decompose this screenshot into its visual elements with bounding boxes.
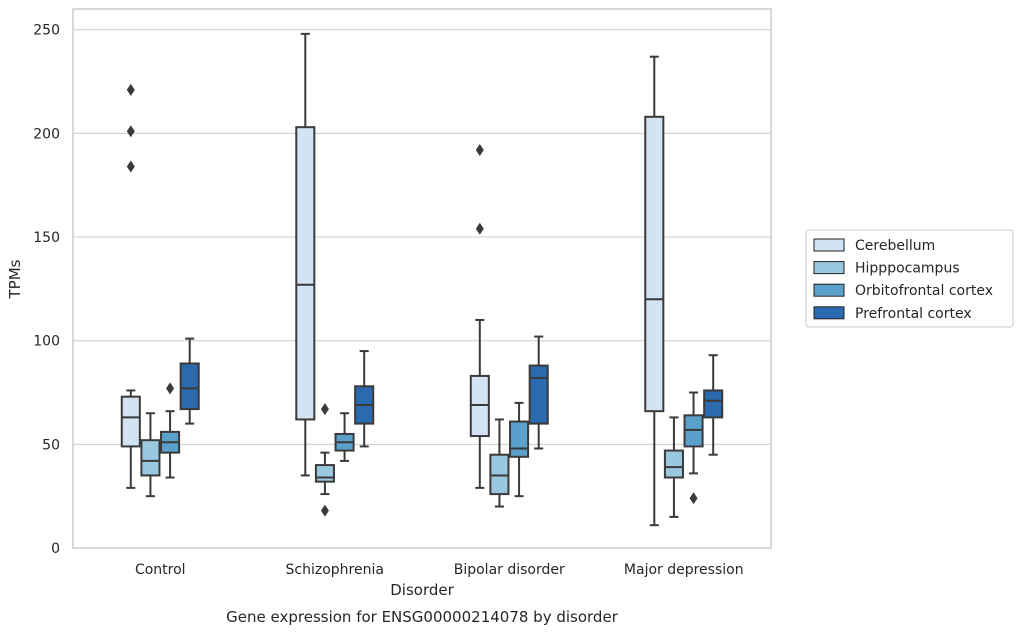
box-group bbox=[469, 143, 490, 489]
box-group bbox=[314, 403, 335, 517]
y-tick-label: 200 bbox=[33, 126, 60, 142]
legend-swatch bbox=[813, 238, 845, 252]
outlier-point bbox=[126, 160, 135, 173]
y-axis-label: TPMs bbox=[6, 259, 24, 299]
outlier-point bbox=[126, 83, 135, 96]
outlier-point bbox=[475, 143, 484, 156]
x-axis-label: Disorder bbox=[390, 581, 454, 599]
box-iqr bbox=[295, 126, 316, 421]
box-iqr bbox=[509, 420, 530, 458]
outlier-point bbox=[320, 403, 329, 416]
box-iqr bbox=[663, 449, 684, 479]
box-group bbox=[140, 412, 161, 498]
legend: Cerebellum Hipppocampus Orbitofrontal cort… bbox=[805, 229, 1014, 328]
box-iqr bbox=[683, 414, 704, 448]
box-iqr bbox=[179, 362, 200, 411]
box-group bbox=[703, 354, 724, 456]
box-group bbox=[120, 83, 141, 489]
legend-label: Prefrontal cortex bbox=[855, 306, 972, 322]
legend-swatch bbox=[813, 306, 845, 320]
box-group bbox=[663, 416, 684, 518]
box-group bbox=[528, 335, 549, 450]
boxes bbox=[120, 32, 724, 527]
box-group bbox=[354, 350, 375, 448]
x-tick-label: Control bbox=[135, 562, 186, 578]
x-tick-label: Schizophrenia bbox=[286, 562, 384, 578]
y-tick-label: 0 bbox=[51, 541, 60, 557]
box-iqr bbox=[140, 439, 161, 477]
x-tick-label: Bipolar disorder bbox=[454, 562, 565, 578]
outlier-point bbox=[689, 492, 698, 505]
outlier-point bbox=[126, 125, 135, 138]
box-group bbox=[179, 337, 200, 425]
legend-label: Hipppocampus bbox=[855, 261, 960, 277]
chart-caption: Gene expression for ENSG00000214078 by d… bbox=[226, 608, 619, 626]
y-tick-label: 50 bbox=[42, 437, 60, 453]
box-group bbox=[683, 391, 704, 505]
box-group bbox=[295, 32, 316, 477]
legend-label: Cerebellum bbox=[855, 238, 935, 254]
plot-area-frame bbox=[72, 8, 772, 549]
box-iqr bbox=[314, 464, 335, 483]
x-tick-label: Major depression bbox=[624, 562, 744, 578]
legend-label: Orbitofrontal cortex bbox=[855, 283, 993, 299]
y-tick-label: 150 bbox=[33, 230, 60, 246]
legend-frame bbox=[805, 229, 1014, 328]
legend-swatch bbox=[813, 261, 845, 275]
box-iqr bbox=[120, 395, 141, 448]
box-group bbox=[509, 401, 530, 498]
legend-swatch bbox=[813, 283, 845, 297]
y-tick-label: 100 bbox=[33, 334, 60, 350]
box-iqr bbox=[489, 453, 510, 496]
y-axis-ticks: 0 50 100 150 200 250 bbox=[33, 23, 60, 557]
gridlines bbox=[73, 29, 771, 445]
x-axis-ticks: Control Schizophrenia Bipolar disorder Majo… bbox=[135, 562, 744, 578]
box-group bbox=[334, 412, 355, 462]
box-group bbox=[644, 55, 665, 527]
box-group bbox=[489, 418, 510, 508]
box-iqr bbox=[528, 364, 549, 425]
box-iqr bbox=[644, 115, 665, 413]
outlier-point bbox=[475, 222, 484, 235]
box-iqr bbox=[703, 389, 724, 419]
box-iqr bbox=[469, 374, 490, 438]
y-tick-label: 250 bbox=[33, 23, 60, 39]
box-group bbox=[160, 382, 181, 479]
outlier-point bbox=[320, 504, 329, 517]
outlier-point bbox=[166, 382, 175, 395]
